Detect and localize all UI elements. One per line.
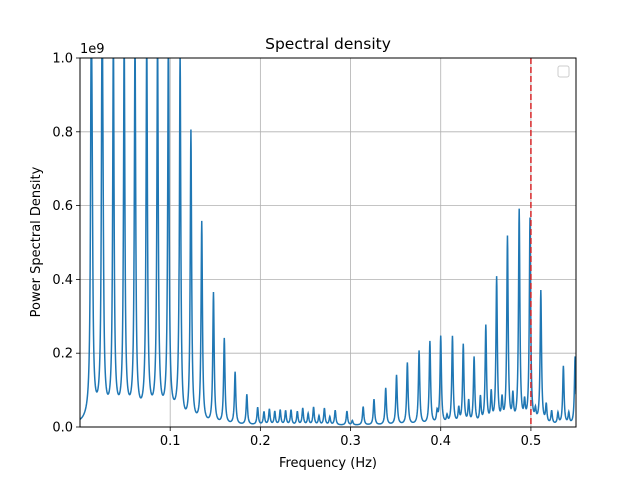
legend-box <box>557 65 570 78</box>
psd-series <box>80 58 576 426</box>
y-tick-label-0: 0.0 <box>52 421 73 436</box>
y-tick-label-5: 1.0 <box>52 52 73 67</box>
y-axis-title: Power Spectral Density <box>29 166 44 317</box>
y-axis-ticks: 0.0 0.2 0.4 0.6 0.8 1.0 <box>52 52 80 436</box>
y-tick-label-2: 0.4 <box>52 273 73 288</box>
x-tick-label-1: 0.2 <box>250 434 271 449</box>
psd-line <box>80 58 576 426</box>
x-tick-label-2: 0.3 <box>340 434 361 449</box>
x-tick-label-0: 0.1 <box>160 434 181 449</box>
y-tick-label-4: 0.8 <box>52 125 73 140</box>
x-axis-ticks: 0.1 0.2 0.3 0.4 0.5 <box>160 427 541 449</box>
x-tick-label-3: 0.4 <box>430 434 451 449</box>
y-offset-label: 1e9 <box>80 42 105 57</box>
plot-area <box>80 58 576 427</box>
x-tick-label-4: 0.5 <box>521 434 542 449</box>
plot-frame <box>79 57 577 428</box>
chart-title: Spectral density <box>265 35 391 53</box>
y-tick-label-1: 0.2 <box>52 347 73 362</box>
x-axis-title: Frequency (Hz) <box>279 456 377 471</box>
y-tick-label-3: 0.6 <box>52 199 73 214</box>
